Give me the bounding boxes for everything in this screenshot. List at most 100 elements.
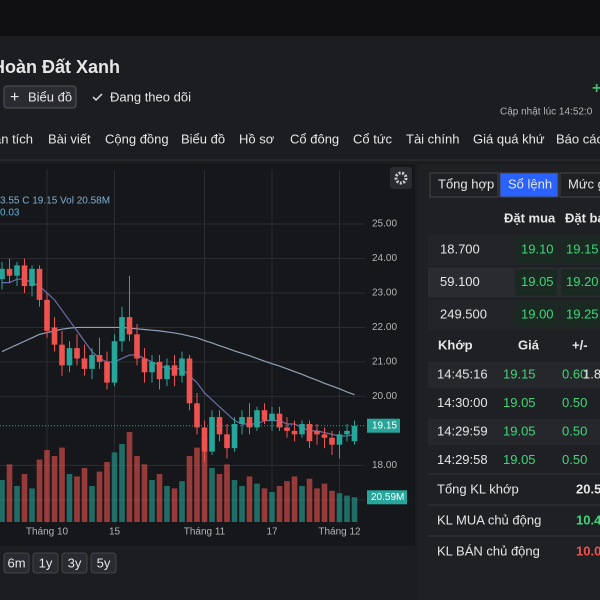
chart-button[interactable] [3,85,77,109]
range-button[interactable] [90,552,117,574]
volume-bar [186,456,193,522]
last-price-box [367,418,400,433]
range-button[interactable] [32,552,59,574]
candle-body [74,348,80,359]
tab[interactable]: Cộng đồng [105,131,169,146]
tab[interactable]: Giá quá khứ [473,131,545,146]
x-tick-label: Tháng 11 [184,527,226,538]
volume-bar [96,471,103,522]
summary-value: 10.0 [576,543,600,558]
x-tick-label: Tháng 12 [318,527,361,538]
y-tick-label: 25.00 [372,219,397,230]
volume-bar [104,462,110,522]
ask-cell [561,302,600,328]
y-tick-label: 24.00 [372,253,397,264]
candle-body [81,358,88,369]
trade-row [428,419,600,445]
volume-bar [194,447,200,522]
tab[interactable]: ân tích [0,131,33,146]
volume-bar [141,464,148,522]
volume-bar [306,478,313,522]
volume-bar [14,486,20,522]
panel-tab[interactable] [559,172,600,198]
volume-bar [209,468,215,522]
candle-body [344,430,350,435]
volume-bar [261,488,268,522]
trade-cell: 0.60 [562,366,587,381]
candle-body [96,355,103,362]
volume-bar [66,474,73,522]
volume-bar [29,488,35,522]
trade-cell: 19.05 [503,395,536,410]
candle-body [284,427,290,431]
check-icon [92,93,103,102]
plus-icon: + [10,89,19,106]
moving-average [1,326,355,396]
volume-bar [299,486,305,522]
panel-tab[interactable] [499,172,559,198]
trade-row [428,362,600,388]
tab[interactable]: Biểu đồ [181,131,225,146]
volume-bar [239,486,245,522]
volume-bar [216,474,223,522]
volume-bar [224,464,230,522]
range-button[interactable] [61,552,88,574]
candle-body [306,423,313,442]
volume-bar [89,486,95,522]
candle-body [321,434,328,438]
add-icon[interactable]: + [592,80,600,97]
volume-bar [156,474,163,522]
volume-bar [119,444,125,522]
y-tick-label: 21.00 [372,357,397,368]
candle-body [239,417,245,424]
volume-bar [74,476,80,522]
bid-price: 19.10 [521,241,554,256]
candle-body [329,437,335,445]
settings-button[interactable] [390,167,412,189]
trade-cell: 14:45:16 [437,366,488,381]
tab-bar: ân tích Bài viết Cộng đồng Biểu đồ Hồ sơ Cổ đ… [0,131,600,146]
candle-body [231,423,238,449]
volume-bar [321,483,328,522]
candle-body [164,365,170,380]
volume-bar [179,481,185,522]
plot: 17.0018.0020.0021.0022.0023.0024.0025.00… [0,170,407,538]
summary-value: 20.5 [576,481,600,496]
y-tick-label: 18.00 [372,460,397,471]
volume-bar [284,481,290,522]
tab[interactable]: Cổ tức [353,131,393,146]
chart-legend: 3.55 C 19.15 Vol 20.58M [0,196,110,207]
volume-bar [336,493,343,522]
tab[interactable]: Cổ đông [290,131,339,146]
candle-body [186,358,193,404]
trade-header: +/- [572,337,588,352]
candle-body [66,348,73,366]
tab[interactable]: Báo cáo [556,131,600,146]
bid-cell [515,269,557,296]
stock-title: Hoàn Đất Xanh [0,57,120,77]
tab[interactable]: Bài viết [48,131,91,146]
tab[interactable]: Hồ sơ [239,131,275,146]
volume-bar [254,483,260,522]
candle-body [299,423,305,435]
volume-bar [51,456,58,522]
candle-body [291,430,298,435]
x-tick-label: 15 [109,527,121,538]
tab[interactable]: Tài chính [406,131,459,146]
trade-cell: 19.05 [503,423,536,438]
candle-body [104,361,110,383]
candle-body [44,299,50,331]
last-volume-label: 20.59M [371,492,404,503]
panel-tab[interactable] [429,172,499,198]
trade-cell: 14:29:58 [437,452,488,467]
range-buttons: 6m 1y 3y 5y [3,552,117,574]
y-tick-label: 20.00 [372,391,397,402]
follow-button[interactable]: Đang theo dõi [110,89,191,104]
candle-body [336,434,343,445]
range-button[interactable] [3,552,30,574]
candle-body [59,344,65,366]
summary-label: Tổng KL khớp [437,481,519,496]
x-tick-label: Tháng 10 [26,527,69,538]
candle-body [209,417,215,452]
